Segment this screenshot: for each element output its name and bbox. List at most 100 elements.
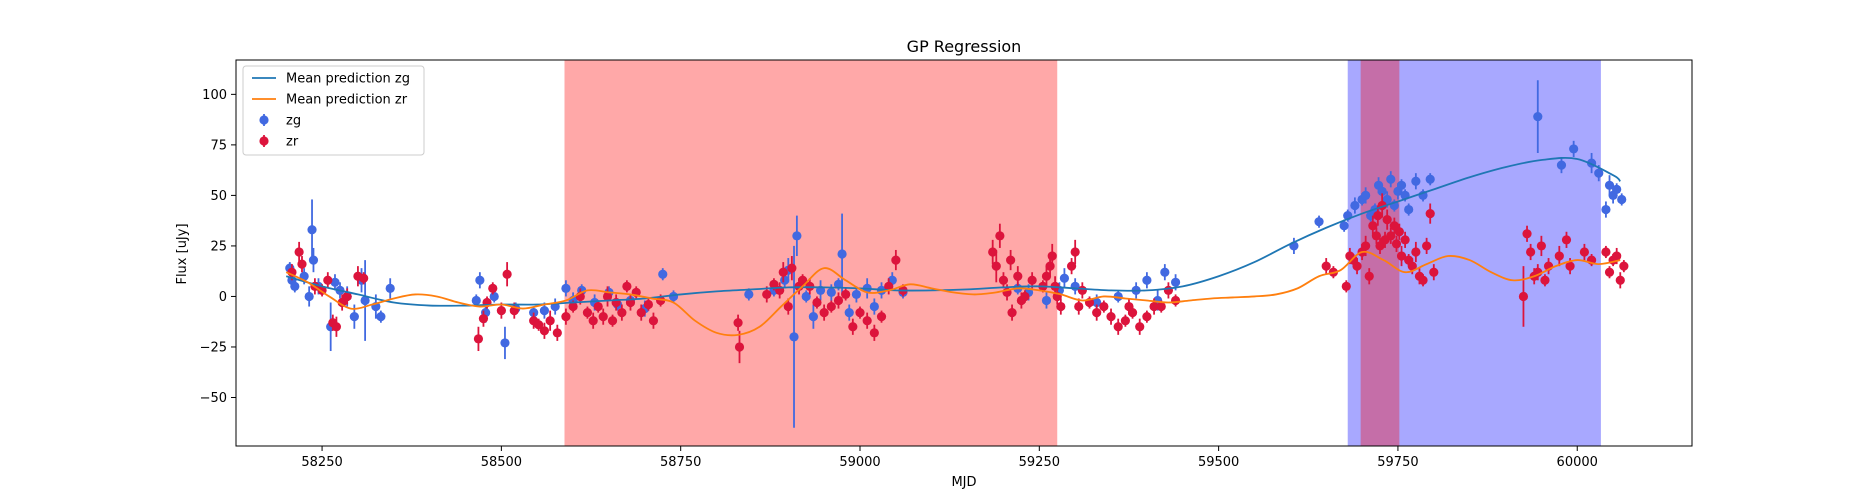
x-tick-label: 59250 [1019,455,1060,470]
data-point-zg [308,255,319,265]
data-point-zr [848,322,858,332]
data-point-zr [1135,322,1145,332]
y-tick-label: 25 [210,239,227,254]
legend-label: Mean prediction zr [286,93,408,108]
data-point-zr [1163,285,1174,295]
data-point-zg [1404,204,1414,215]
data-point-zr [598,312,608,322]
data-point-zg [1612,184,1622,194]
data-point-zr [1045,261,1055,271]
data-point-zr [1615,275,1625,285]
data-point-zr [1526,247,1536,257]
data-point-zg [1339,221,1349,231]
data-point-zr [826,301,836,312]
legend-label: Mean prediction zg [286,72,410,87]
data-point-zr [1407,261,1417,271]
axes-frame [235,59,1693,447]
legend-marker-swatch [259,115,269,125]
data-point-zr [1027,275,1037,285]
data-point-zg [844,308,854,318]
data-point-zr [891,255,901,265]
data-point-zr [876,312,887,322]
data-point-zr [1006,255,1016,265]
data-point-zr [297,259,307,269]
data-point-zr [568,301,578,312]
data-point-zr [1120,316,1130,326]
x-axis-label: MJD [951,475,976,490]
data-point-zr [656,295,666,306]
data-point-zr [1106,312,1116,322]
data-point-zr [1422,241,1432,251]
x-tick-label: 58250 [301,455,342,470]
data-point-zg [349,312,359,322]
data-point-zg [330,277,340,287]
data-point-zr [1352,261,1362,271]
data-point-zg [304,291,314,302]
data-point-zr [552,328,562,338]
data-point-zr [617,308,627,318]
data-point-zr [812,297,822,308]
data-point-zr [1020,291,1030,302]
data-point-zr [1013,271,1023,281]
data-point-zg [789,332,799,342]
data-point-zr [496,305,506,316]
data-point-zr [478,314,489,324]
data-point-zr [1127,308,1138,318]
data-point-zg [1382,194,1392,205]
data-point-zg [837,249,847,259]
x-tick-label: 59500 [1198,455,1239,470]
data-point-zr [1047,251,1057,261]
data-point-zr [1361,241,1371,251]
data-point-zr [359,273,369,283]
data-point-zr [502,269,512,279]
data-point-zr [602,291,613,302]
data-point-zr [1425,208,1435,219]
data-point-zg [1059,273,1070,283]
data-point-zr [331,322,342,332]
data-point-zr [1007,308,1017,318]
data-point-zr [337,297,347,308]
data-point-zg [475,275,485,285]
data-point-zr [1619,261,1629,271]
data-point-zr [869,328,879,338]
x-tick-label: 58500 [481,455,522,470]
data-point-zr [342,291,352,302]
data-point-zr [798,275,808,285]
data-point-zr [1391,239,1402,249]
data-point-zr [643,299,654,310]
data-point-zr [1099,301,1109,312]
data-point-zg [1142,275,1152,285]
data-point-zr [1394,227,1404,237]
data-point-zr [636,308,646,318]
data-point-zg [1604,180,1615,190]
data-point-zr [1554,251,1564,261]
data-point-zr [1113,322,1123,332]
data-point-zr [593,301,603,312]
y-axis-label: Flux [uJy] [175,223,190,284]
data-point-zr [1041,271,1052,281]
data-point-zr [1612,251,1622,261]
data-point-zr [1156,301,1166,312]
data-point-zr [841,289,851,300]
data-point-zr [769,279,779,289]
data-point-zr [1411,247,1421,257]
data-point-zg [792,231,802,241]
data-point-zg [1160,267,1170,277]
data-point-zg [376,312,386,322]
data-point-zg [471,295,481,306]
data-point-zg [489,291,499,302]
x-tick-label: 58750 [660,455,701,470]
data-point-zr [734,342,745,352]
data-point-zr [991,261,1001,271]
y-tick-label: 75 [210,138,227,153]
shaded-region-0 [564,60,1058,446]
data-point-zr [998,275,1009,285]
data-point-zg [1386,174,1396,184]
data-point-zr [1092,308,1102,318]
data-point-zr [1149,301,1159,312]
data-point-zr [1375,241,1385,251]
data-point-zg [1411,176,1421,186]
data-point-zr [1601,247,1611,257]
data-point-zg [1170,277,1181,287]
data-point-zr [534,320,544,330]
